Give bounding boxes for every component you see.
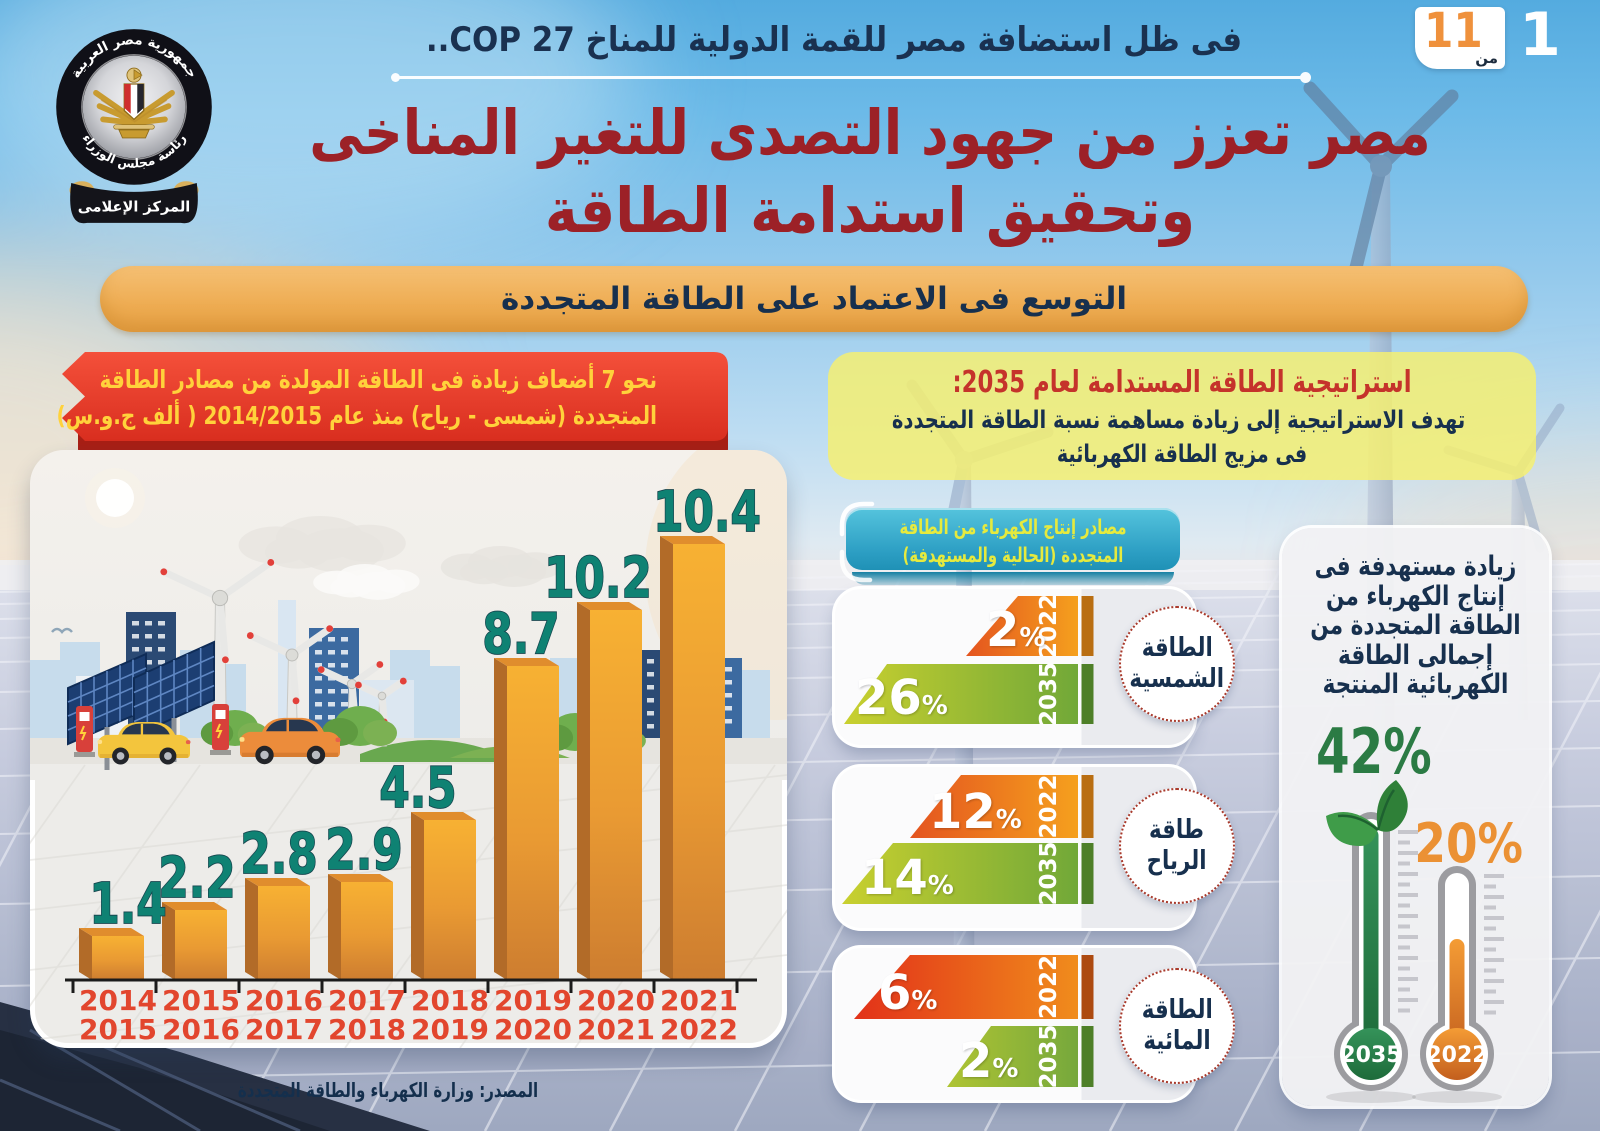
strategy-heading: استراتيجية الطاقة المستدامة لعام 2035: [952,365,1412,400]
target-card-line-2: الطاقة المتجددة من [1310,610,1521,641]
page-count-box: 11 من [1415,3,1505,69]
wedge-year-label: 2035 [1036,841,1062,905]
page-total: 11 [1424,3,1483,59]
wedge-value-label: 26% [855,670,948,726]
thermometer-2035: 2035 [1326,812,1418,1103]
bar-category-label: 2015 2016 [162,984,240,1046]
target-2022-value: 20% [1414,812,1523,875]
chart-ribbon-line2: المتجددة (شمسى - رياح) منذ عام 2014/2015… [56,401,657,430]
wedge-year-label: 2035 [1036,1024,1062,1088]
bar-2021-2022 [660,536,725,980]
bar-2018-2019 [411,812,476,980]
wedge-value-label: 6% [878,965,937,1021]
bar-category-label: 2016 2017 [245,984,323,1046]
bar-category-label: 2021 2022 [660,984,738,1046]
bar-category-label: 2018 2019 [411,984,489,1046]
thermometer-year-label: 2022 [1426,1043,1487,1068]
mix-circle-1: طاقة الرياح [1119,788,1235,904]
bar-value-label: 1.4 [89,871,166,937]
eagle-emblem [93,67,175,139]
wedge-value-label: 12% [929,784,1022,840]
cabinet-media-center-logo: جمهورية مصر العربية رئاسة مجلس الوزراء [56,29,212,224]
wedge-value-label: 2% [959,1033,1018,1089]
thermometers: 2035 2022 [1326,780,1504,1103]
bar-2015-2016 [162,902,227,980]
divider-dot-left [391,73,400,82]
section-banner-text: التوسع فى الاعتماد على الطاقة المتجددة [500,281,1128,317]
bar-value-label: 10.2 [544,545,652,611]
bar-value-label: 2.2 [158,845,235,911]
wedge-value-label: 14% [861,850,954,906]
wedge-2022 [854,955,1078,1019]
bar-value-label: 4.5 [379,755,456,821]
mix-sources-banner-fold [852,572,1174,585]
bar-chart-bars [79,536,725,980]
mix-circle-0: الطاقة الشمسية [1119,606,1235,722]
logo-ribbon-text: المركز الإعلامى [78,198,191,215]
target-2035-value: 42% [1315,715,1432,788]
target-card-line-1: إنتاج الكهرباء من [1326,580,1505,612]
chart-ribbon [62,352,728,462]
header-divider-line [391,72,1311,83]
mix-banner-accents [839,501,875,583]
bar-value-label: 2.8 [240,821,317,887]
wedge-2022 [966,596,1078,656]
chart-ribbon-line1: نحو 7 أضعاف زيادة فى الطاقة المولدة من م… [99,365,657,394]
bar-chart-axis [65,978,757,993]
mix-circle-2: الطاقة المائية [1119,968,1235,1084]
bar-value-label: 10.4 [653,479,761,545]
bar-category-label: 2020 2021 [577,984,655,1046]
page-of-label: من [1475,49,1498,67]
target-card-line-3: إجمالى الطاقة [1338,639,1493,671]
bar-category-label: 2014 2015 [79,984,157,1046]
thermometer-year-label: 2035 [1340,1043,1401,1068]
leaves-icon [1326,780,1408,846]
wedge-2035 [947,1026,1078,1087]
bar-value-label: 8.7 [482,601,559,667]
divider-dot-right [1300,72,1311,83]
target-card-line-4: الكهربائية المنتجة [1322,669,1509,700]
wedge-2022 [910,775,1078,838]
mix-banner-line2: المتجددة (الحالية والمستهدفة) [902,543,1124,567]
bar-value-labels: 1.42.2 2.8 2.94.5 8.710.210.4 [89,478,762,937]
wedge-year-label: 2022 [1036,594,1062,658]
thermometer-2022: 2022 [1412,866,1504,1103]
mix-sources-banner [846,508,1180,570]
mix-banner-line1: مصادر إنتاج الكهرباء من الطاقة [899,515,1127,539]
strategy-band [828,352,1536,480]
strategy-line1: تهدف الاستراتيجية إلى زيادة مساهمة نسبة … [891,405,1466,434]
wedge-value-label: 2% [986,602,1045,658]
bar-value-label: 2.9 [325,817,402,883]
kicker-headline: فى ظل استضافة مصر للقمة الدولية للمناخ C… [425,20,1243,60]
chart-source: المصدر: وزارة الكهرباء والطاقة المتجددة [237,1078,539,1102]
wedge-year-label: 2022 [1036,955,1062,1019]
wedge-2035 [844,664,1078,724]
strategy-line2: فى مزيج الطاقة الكهربائية [1056,439,1308,468]
bar-category-label: 2019 2020 [494,984,572,1046]
bar-2019-2020 [494,658,559,980]
wedge-year-label: 2035 [1036,662,1062,726]
target-card-line-0: زيادة مستهدفة فى [1314,551,1517,582]
bar-2020-2021 [577,602,642,980]
section-banner: التوسع فى الاعتماد على الطاقة المتجددة [100,266,1528,332]
bar-2016-2017 [245,878,310,980]
bar-2014-2015 [79,928,144,980]
bar-category-label: 2017 2018 [328,984,406,1046]
wedge-2035 [842,843,1078,904]
wedge-year-label: 2022 [1036,774,1062,838]
bar-2017-2018 [328,874,393,980]
page-number-current: 1 [1519,0,1561,70]
main-title-line1: مصر تعزز من جهود التصدى للتغير المناخى [309,96,1431,169]
main-title-line2: وتحقيق استدامة الطاقة [544,174,1196,247]
